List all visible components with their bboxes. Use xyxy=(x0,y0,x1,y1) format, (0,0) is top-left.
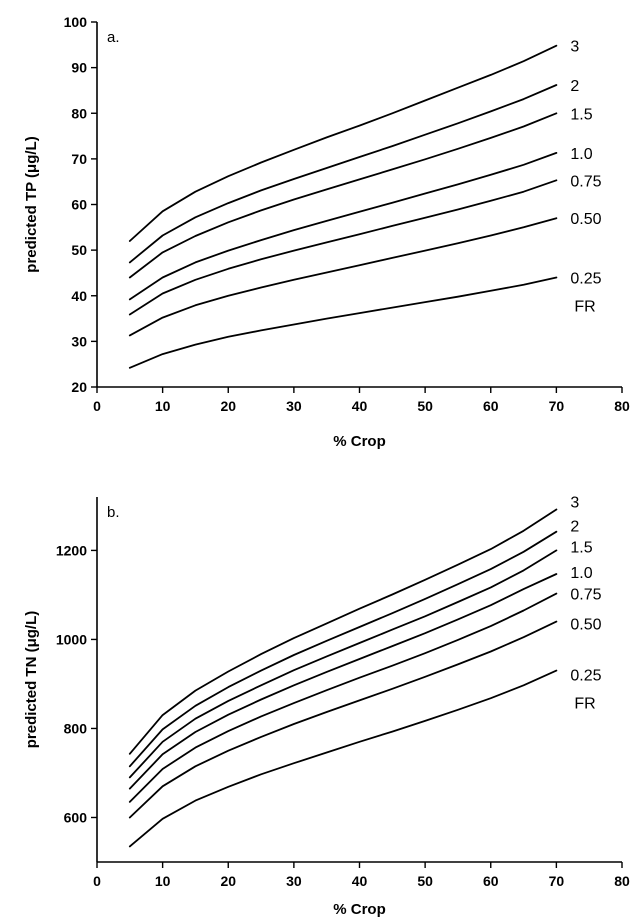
series-label: 2 xyxy=(570,78,579,95)
y-tick-label: 60 xyxy=(71,197,87,213)
y-tick-label: 70 xyxy=(71,151,87,167)
series-line-0_75 xyxy=(128,592,558,803)
panel-label: a. xyxy=(107,29,120,46)
y-tick-label: 100 xyxy=(64,14,88,30)
x-tick-label: 40 xyxy=(352,398,368,414)
series-label: 2 xyxy=(570,519,579,536)
x-tick-label: 0 xyxy=(93,873,101,889)
series-line-0_75 xyxy=(128,179,558,316)
x-tick-label: 60 xyxy=(483,398,499,414)
series-label: 1.5 xyxy=(570,106,592,123)
series-line-0_50 xyxy=(128,620,558,819)
series-label: 0.25 xyxy=(570,668,601,685)
series-label: 1.5 xyxy=(570,539,592,556)
x-tick-label: 20 xyxy=(220,873,236,889)
y-tick-label: 800 xyxy=(64,720,88,736)
y-tick-label: 50 xyxy=(71,242,87,258)
x-tick-label: 70 xyxy=(549,398,565,414)
x-axis-title: % Crop xyxy=(333,433,386,450)
series-label: 0.25 xyxy=(570,271,601,288)
y-tick-label: 20 xyxy=(71,379,87,395)
series-line-0_25 xyxy=(128,669,558,848)
series-label: 3 xyxy=(570,39,579,56)
x-tick-label: 50 xyxy=(417,398,433,414)
series-line-0_50 xyxy=(128,217,558,337)
x-tick-label: 80 xyxy=(614,398,630,414)
x-axis-title: % Crop xyxy=(333,901,386,918)
series-label: 0.50 xyxy=(570,617,601,634)
series-line-2 xyxy=(128,84,558,264)
y-tick-label: 80 xyxy=(71,105,87,121)
x-tick-label: 70 xyxy=(549,873,565,889)
x-tick-label: 30 xyxy=(286,873,302,889)
y-tick-label: 30 xyxy=(71,333,87,349)
fr-label: FR xyxy=(574,696,595,713)
series-label: 3 xyxy=(570,494,579,511)
y-axis-title: predicted TN (μg/L) xyxy=(23,611,40,749)
series-label: 0.75 xyxy=(570,173,601,190)
y-tick-label: 1200 xyxy=(56,542,87,558)
y-axis-title: predicted TP (μg/L) xyxy=(23,136,40,272)
series-line-1_0 xyxy=(128,573,558,790)
series-line-2 xyxy=(128,530,558,768)
x-tick-label: 0 xyxy=(93,398,101,414)
x-tick-label: 50 xyxy=(417,873,433,889)
series-label: 1.0 xyxy=(570,565,592,582)
x-tick-label: 40 xyxy=(352,873,368,889)
series-label: 0.50 xyxy=(570,211,601,228)
series-line-1_5 xyxy=(128,112,558,279)
x-tick-label: 80 xyxy=(614,873,630,889)
x-tick-label: 10 xyxy=(155,873,171,889)
y-tick-label: 90 xyxy=(71,60,87,76)
x-tick-label: 60 xyxy=(483,873,499,889)
series-label: 0.75 xyxy=(570,587,601,604)
x-tick-label: 10 xyxy=(155,398,171,414)
x-tick-label: 30 xyxy=(286,398,302,414)
series-line-3 xyxy=(128,44,558,242)
series-line-1_0 xyxy=(128,151,558,301)
series-label: 1.0 xyxy=(570,146,592,163)
series-line-0_25 xyxy=(128,276,558,369)
y-tick-label: 600 xyxy=(64,809,88,825)
y-tick-label: 40 xyxy=(71,288,87,304)
x-tick-label: 20 xyxy=(220,398,236,414)
series-line-1_5 xyxy=(128,549,558,779)
panel-label: b. xyxy=(107,504,120,521)
series-line-3 xyxy=(128,508,558,755)
y-tick-label: 1000 xyxy=(56,631,87,647)
fr-label: FR xyxy=(574,299,595,316)
